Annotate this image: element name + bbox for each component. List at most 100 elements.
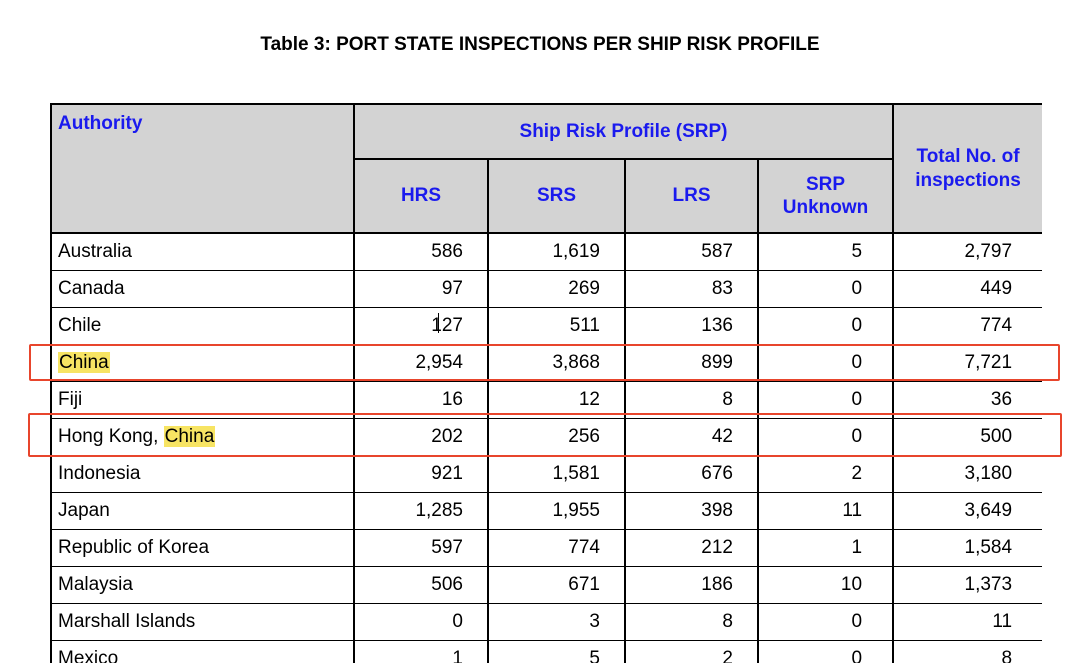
cell-hrs: 597 <box>354 530 488 567</box>
cell-srs: 3,868 <box>488 345 625 382</box>
table-body: Australia 586 1,619 587 5 2,797 Canada 9… <box>51 233 1042 663</box>
cell-authority: Indonesia <box>51 456 354 493</box>
cell-srs: 1,581 <box>488 456 625 493</box>
header-total-line1: Total No. of <box>917 146 1020 167</box>
cell-authority: Mexico <box>51 641 354 663</box>
cell-srp-unknown: 5 <box>758 233 893 271</box>
header-total-line2: inspections <box>915 170 1021 191</box>
authority-name: Marshall Islands <box>58 611 195 632</box>
search-highlight: China <box>164 426 216 447</box>
table-row: Fiji 16 12 8 0 36 <box>51 382 1042 419</box>
cell-srs: 671 <box>488 567 625 604</box>
cell-hrs: 202 <box>354 419 488 456</box>
authority-name: Hong Kong, China <box>58 426 215 447</box>
cell-srs: 3 <box>488 604 625 641</box>
header-srs: SRS <box>488 159 625 233</box>
cell-total: 1,584 <box>893 530 1042 567</box>
text-cursor <box>438 313 439 333</box>
cell-hrs: 127 <box>354 308 488 345</box>
cell-srs: 269 <box>488 271 625 308</box>
cell-srp-unknown: 0 <box>758 641 893 663</box>
authority-name: Australia <box>58 241 132 262</box>
cell-total: 2,797 <box>893 233 1042 271</box>
table-row: Hong Kong, China 202 256 42 0 500 <box>51 419 1042 456</box>
cell-srp-unknown: 0 <box>758 271 893 308</box>
cell-lrs: 8 <box>625 382 758 419</box>
header-srp-unknown-line1: SRP <box>806 174 845 195</box>
authority-name: Chile <box>58 315 101 336</box>
cell-srp-unknown: 1 <box>758 530 893 567</box>
cell-lrs: 83 <box>625 271 758 308</box>
cell-total: 774 <box>893 308 1042 345</box>
header-lrs: LRS <box>625 159 758 233</box>
table-row: Australia 586 1,619 587 5 2,797 <box>51 233 1042 271</box>
cell-authority: Fiji <box>51 382 354 419</box>
cell-srp-unknown: 11 <box>758 493 893 530</box>
cell-total: 1,373 <box>893 567 1042 604</box>
cell-authority: China <box>51 345 354 382</box>
authority-name: Republic of Korea <box>58 537 209 558</box>
cell-lrs: 676 <box>625 456 758 493</box>
cell-hrs: 1 <box>354 641 488 663</box>
cell-hrs: 0 <box>354 604 488 641</box>
header-srp-unknown: SRP Unknown <box>758 159 893 233</box>
cell-total: 7,721 <box>893 345 1042 382</box>
cell-hrs: 97 <box>354 271 488 308</box>
cell-total: 3,649 <box>893 493 1042 530</box>
cell-srp-unknown: 0 <box>758 308 893 345</box>
cell-srs: 1,619 <box>488 233 625 271</box>
table-row: Republic of Korea 597 774 212 1 1,584 <box>51 530 1042 567</box>
header-srp-group: Ship Risk Profile (SRP) <box>354 104 893 159</box>
cell-authority: Marshall Islands <box>51 604 354 641</box>
authority-name: Japan <box>58 500 110 521</box>
header-total: Total No. of inspections <box>893 104 1042 233</box>
cell-lrs: 8 <box>625 604 758 641</box>
cell-srp-unknown: 2 <box>758 456 893 493</box>
cell-srp-unknown: 0 <box>758 604 893 641</box>
inspections-table: Authority Ship Risk Profile (SRP) Total … <box>50 103 1042 663</box>
table-row: China 2,954 3,868 899 0 7,721 <box>51 345 1042 382</box>
cell-lrs: 212 <box>625 530 758 567</box>
table-row: Canada 97 269 83 0 449 <box>51 271 1042 308</box>
cell-srs: 5 <box>488 641 625 663</box>
search-highlight: China <box>58 352 110 373</box>
header-hrs: HRS <box>354 159 488 233</box>
table-row: Japan 1,285 1,955 398 11 3,649 <box>51 493 1042 530</box>
cell-srs: 256 <box>488 419 625 456</box>
authority-name: Indonesia <box>58 463 140 484</box>
cell-total: 449 <box>893 271 1042 308</box>
cell-total: 8 <box>893 641 1042 663</box>
cell-hrs: 586 <box>354 233 488 271</box>
authority-name: Canada <box>58 278 125 299</box>
cell-hrs: 16 <box>354 382 488 419</box>
authority-name: Malaysia <box>58 574 133 595</box>
cell-lrs: 398 <box>625 493 758 530</box>
cell-total: 11 <box>893 604 1042 641</box>
cell-srs: 774 <box>488 530 625 567</box>
authority-name: Mexico <box>58 648 118 663</box>
cell-total: 500 <box>893 419 1042 456</box>
cell-srp-unknown: 0 <box>758 382 893 419</box>
table-row: Mexico 1 5 2 0 8 <box>51 641 1042 663</box>
cell-lrs: 2 <box>625 641 758 663</box>
cell-lrs: 899 <box>625 345 758 382</box>
inspections-table-container: Authority Ship Risk Profile (SRP) Total … <box>50 103 1042 663</box>
cell-srs: 1,955 <box>488 493 625 530</box>
cell-srs: 12 <box>488 382 625 419</box>
cell-lrs: 42 <box>625 419 758 456</box>
cell-hrs: 2,954 <box>354 345 488 382</box>
cell-srp-unknown: 0 <box>758 345 893 382</box>
cell-hrs: 921 <box>354 456 488 493</box>
cell-srp-unknown: 10 <box>758 567 893 604</box>
authority-name: Fiji <box>58 389 82 410</box>
cell-authority: Chile <box>51 308 354 345</box>
cell-total: 3,180 <box>893 456 1042 493</box>
cell-total: 36 <box>893 382 1042 419</box>
cell-lrs: 136 <box>625 308 758 345</box>
cell-hrs: 1,285 <box>354 493 488 530</box>
cell-authority: Canada <box>51 271 354 308</box>
cell-lrs: 186 <box>625 567 758 604</box>
table-row: Malaysia 506 671 186 10 1,373 <box>51 567 1042 604</box>
cell-lrs: 587 <box>625 233 758 271</box>
table-row: Indonesia 921 1,581 676 2 3,180 <box>51 456 1042 493</box>
